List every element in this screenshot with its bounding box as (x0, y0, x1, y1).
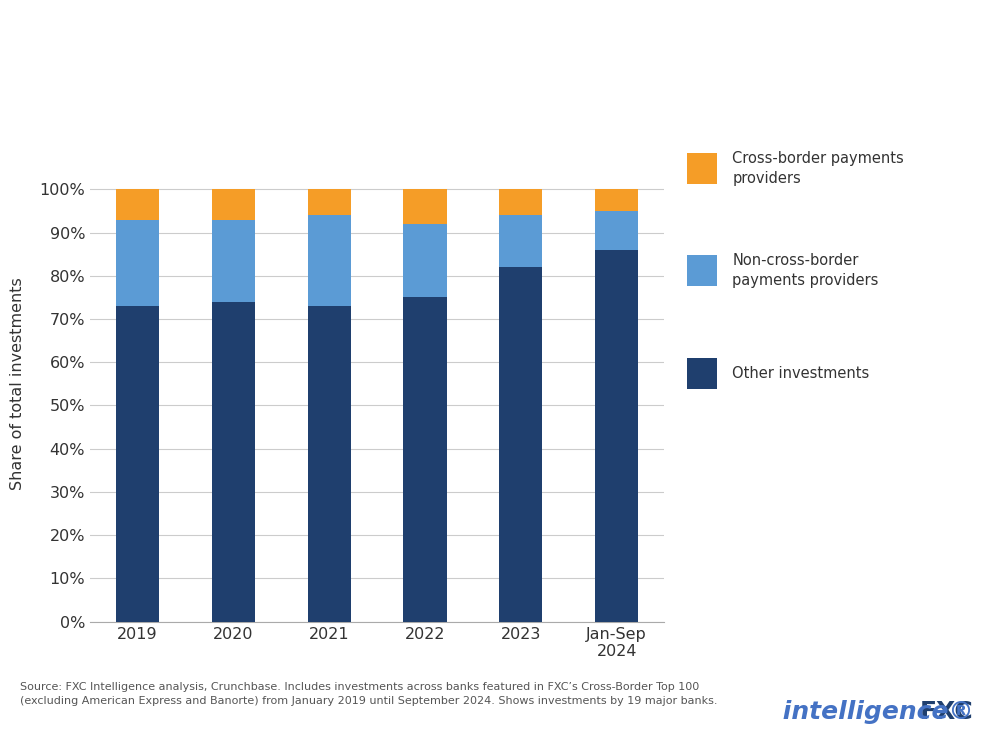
Bar (595, 250, 638, 622)
Bar (500, 267, 542, 622)
Bar (687, 357, 717, 389)
Text: Cross-border payments
providers: Cross-border payments providers (732, 151, 904, 186)
Bar (116, 306, 159, 622)
Bar (308, 215, 351, 306)
Text: Source: FXC Intelligence analysis, Crunchbase. Includes investments across banks: Source: FXC Intelligence analysis, Crunc… (20, 682, 717, 706)
Text: Non-cross-border
payments providers: Non-cross-border payments providers (732, 253, 879, 288)
Bar (687, 153, 717, 184)
Bar (116, 189, 159, 219)
Bar (308, 189, 351, 215)
Y-axis label: Share of total investments: Share of total investments (10, 277, 25, 491)
Bar (308, 306, 351, 622)
Bar (500, 189, 542, 215)
Bar (212, 219, 255, 302)
Bar (404, 224, 447, 297)
Bar (404, 297, 447, 622)
Bar (116, 219, 159, 306)
Text: Share of banks’ investments in payment providers falls in 2023: Share of banks’ investments in payment p… (18, 27, 885, 51)
Text: intelligence®: intelligence® (704, 700, 973, 724)
Bar (687, 255, 717, 286)
Bar (212, 189, 255, 219)
Bar (404, 189, 447, 224)
Text: FXC: FXC (920, 700, 973, 724)
Text: Other investments: Other investments (732, 366, 869, 380)
Bar (595, 211, 638, 250)
Bar (595, 189, 638, 211)
Text: Share of investments split by type of company invested in, 2019-2024: Share of investments split by type of co… (18, 87, 632, 105)
Bar (212, 302, 255, 622)
Bar (500, 215, 542, 267)
